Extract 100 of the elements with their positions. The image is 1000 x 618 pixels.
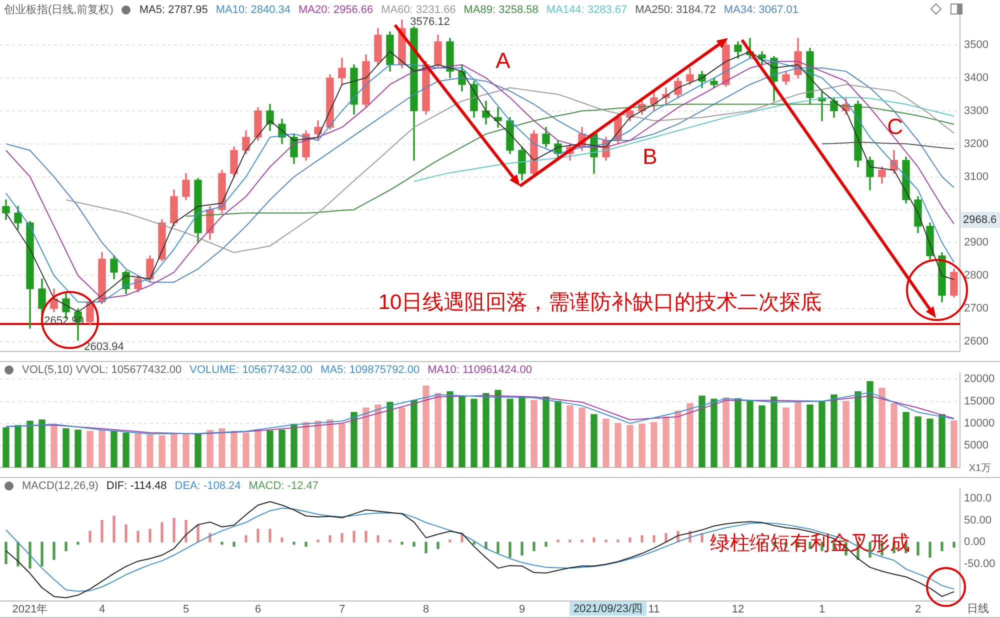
bar bbox=[926, 418, 934, 468]
bar bbox=[232, 542, 236, 547]
annotation: 2968.6 bbox=[963, 214, 997, 226]
bar bbox=[806, 404, 814, 468]
bar bbox=[74, 430, 82, 468]
bar bbox=[770, 396, 778, 468]
bar bbox=[76, 542, 80, 545]
bar bbox=[374, 404, 382, 468]
bar bbox=[542, 396, 550, 468]
bar bbox=[614, 422, 622, 468]
text: MA34: 3067.01 bbox=[724, 4, 798, 16]
bar bbox=[64, 542, 68, 552]
bar bbox=[148, 528, 152, 542]
bar bbox=[746, 400, 754, 468]
bar bbox=[398, 408, 406, 468]
bar bbox=[172, 518, 176, 542]
bar bbox=[268, 528, 272, 542]
x-tick-label: 9 bbox=[518, 603, 526, 616]
bar bbox=[206, 430, 214, 468]
bar bbox=[170, 434, 178, 468]
bar bbox=[686, 403, 694, 468]
bar bbox=[674, 410, 682, 468]
bar bbox=[122, 432, 130, 468]
bar bbox=[16, 542, 20, 566]
annotation: 2603.94 bbox=[84, 341, 124, 354]
bar bbox=[62, 428, 70, 468]
bar bbox=[470, 398, 478, 468]
bar bbox=[26, 420, 34, 468]
text: MA60: 3231.66 bbox=[381, 4, 456, 16]
bar bbox=[662, 416, 670, 468]
bar bbox=[568, 540, 572, 542]
bar bbox=[602, 418, 610, 468]
bar bbox=[640, 535, 644, 542]
bar bbox=[326, 419, 334, 468]
bar bbox=[196, 524, 200, 542]
y-tick-label: 3500 bbox=[964, 38, 988, 51]
annotation: A bbox=[496, 48, 511, 74]
bar bbox=[230, 430, 238, 468]
bar bbox=[890, 403, 898, 468]
bar bbox=[818, 400, 826, 468]
text: DIF: -114.48 bbox=[106, 480, 167, 492]
bar bbox=[590, 414, 598, 468]
bar bbox=[146, 434, 154, 468]
bar bbox=[652, 535, 656, 542]
text: 2021/09/23/四 bbox=[573, 602, 643, 615]
bar bbox=[314, 420, 322, 468]
bar bbox=[386, 402, 394, 468]
bar bbox=[878, 388, 886, 468]
bar bbox=[400, 542, 404, 545]
bar bbox=[734, 398, 742, 468]
chart-title: MACD(12,26,9) bbox=[22, 480, 98, 492]
bar bbox=[98, 430, 106, 468]
bar bbox=[916, 542, 920, 556]
bar bbox=[472, 542, 476, 545]
bar bbox=[4, 542, 8, 564]
bar bbox=[544, 542, 548, 547]
bar bbox=[698, 396, 706, 468]
bar bbox=[110, 430, 118, 468]
annotation: MA10: 110961424.00 bbox=[428, 364, 532, 376]
bar bbox=[136, 530, 140, 542]
y-tick-label: 3100 bbox=[964, 170, 988, 183]
bar bbox=[580, 540, 584, 542]
bar bbox=[664, 533, 668, 542]
bar bbox=[158, 435, 166, 468]
chart-title: 创业板指(日线,前复权) bbox=[4, 3, 114, 17]
bar bbox=[530, 400, 538, 468]
text: MA144: 3283.67 bbox=[546, 4, 628, 16]
bar bbox=[376, 535, 380, 542]
x-tick-label: 5 bbox=[182, 603, 190, 616]
bar bbox=[950, 420, 958, 468]
x-tick-label: 11 bbox=[648, 603, 660, 616]
bar bbox=[424, 542, 428, 554]
bar bbox=[604, 540, 608, 542]
annotation: 3576.12 bbox=[410, 16, 450, 28]
bar bbox=[506, 398, 514, 468]
bar bbox=[112, 516, 116, 542]
bar bbox=[50, 425, 58, 468]
text: MA10: 2840.34 bbox=[216, 4, 291, 16]
bar bbox=[436, 542, 440, 549]
y-tick-label: 15000 bbox=[964, 395, 995, 408]
y-tick-label: 3400 bbox=[964, 72, 988, 84]
y-tick-label: 3200 bbox=[964, 138, 988, 150]
annotation: VOLUME: 105677432.00 bbox=[190, 364, 313, 376]
bar bbox=[616, 540, 620, 542]
bar bbox=[88, 530, 92, 542]
bar bbox=[242, 432, 250, 468]
x-tick-label: 2021年 bbox=[12, 603, 48, 616]
x-tick-label: 8 bbox=[422, 603, 430, 616]
x-tick-label: 12 bbox=[732, 603, 744, 616]
bar bbox=[352, 530, 356, 542]
text: DEA: -108.24 bbox=[174, 480, 241, 492]
bar bbox=[566, 405, 574, 468]
y-tick-label: 50.00 bbox=[964, 514, 992, 526]
bar bbox=[14, 425, 22, 468]
bar bbox=[866, 381, 874, 468]
bar bbox=[362, 408, 370, 468]
bar bbox=[304, 542, 308, 547]
bar bbox=[758, 405, 766, 468]
chart-title: VOL(5,10) VVOL: 105677432.00 bbox=[22, 364, 182, 376]
bar bbox=[448, 540, 452, 542]
